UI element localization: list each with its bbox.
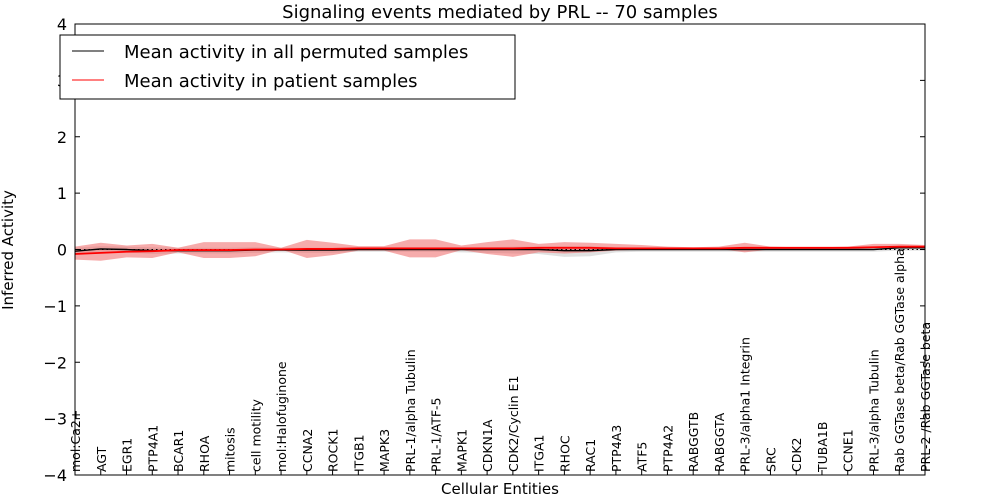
x-tick-label: CCNE1 xyxy=(841,429,856,472)
x-tick-label: CDK2 xyxy=(789,437,804,472)
y-tick-label: 0 xyxy=(57,241,67,260)
legend: Mean activity in all permuted samples Me… xyxy=(59,34,516,100)
x-tick-label: RABGGTA xyxy=(712,412,727,472)
line-patient xyxy=(74,245,925,255)
x-tick-label: ITGB1 xyxy=(351,434,366,472)
y-axis-label: Inferred Activity xyxy=(0,190,17,310)
plot-frame xyxy=(74,23,926,476)
x-tick-label: EGR1 xyxy=(120,438,135,472)
y-tick-label: −1 xyxy=(43,297,67,316)
x-tick-label: Rab GGTase beta/Rab GGTase alpha xyxy=(892,248,907,472)
x-tick-label: ROCK1 xyxy=(326,429,341,472)
x-tick-label: ATF5 xyxy=(635,442,650,472)
x-tick-label: RABGGTB xyxy=(686,412,701,472)
x-tick-label: MAPK3 xyxy=(377,429,392,472)
x-axis-label: Cellular Entities xyxy=(441,480,559,498)
x-tick-label: mol:Halofuginone xyxy=(274,361,289,472)
x-tick-label: BCAR1 xyxy=(171,430,186,472)
x-tick-label: CDK2/Cyclin E1 xyxy=(506,376,521,472)
legend-box xyxy=(59,34,516,100)
y-tick-label: 1 xyxy=(57,184,67,203)
x-tick-label: PRL-1/alpha Tubulin xyxy=(403,349,418,472)
x-tick-label: RAC1 xyxy=(583,439,598,472)
x-tick-label: MAPK1 xyxy=(454,429,469,472)
x-tick-label: AGT xyxy=(94,446,109,472)
y-tick-label: −2 xyxy=(43,353,67,372)
x-tick-label: PTP4A1 xyxy=(145,425,160,472)
x-tick-label: TUBA1B xyxy=(815,422,830,473)
legend-label-permuted: Mean activity in all permuted samples xyxy=(124,42,468,63)
x-tick-label: PTP4A2 xyxy=(660,425,675,472)
x-tick-label: cell motility xyxy=(248,398,263,472)
y-tick-label: −4 xyxy=(43,466,67,485)
x-tick-label: SRC xyxy=(763,447,778,472)
x-tick-label: RHOA xyxy=(197,435,212,472)
x-tick-label: CCNA2 xyxy=(300,429,315,472)
y-tick-label: −3 xyxy=(43,410,67,429)
x-tick-label: PRL-1/ATF-5 xyxy=(429,397,444,472)
x-tick-label: PTP4A3 xyxy=(609,425,624,472)
y-tick-label: 2 xyxy=(57,128,67,147)
legend-label-patient: Mean activity in patient samples xyxy=(124,71,418,92)
x-tick-label: ITGA1 xyxy=(532,434,547,472)
y-tick-label: 4 xyxy=(57,15,67,34)
x-tick-label: RHOC xyxy=(557,435,572,472)
x-tick-label: PRL-3/alpha1 Integrin xyxy=(738,337,753,472)
x-tick-label: PRL-3/alpha Tubulin xyxy=(866,349,881,472)
x-tick-label: mitosis xyxy=(223,427,238,472)
x-tick-label: CDKN1A xyxy=(480,419,495,472)
chart-title: Signaling events mediated by PRL -- 70 s… xyxy=(282,2,718,23)
